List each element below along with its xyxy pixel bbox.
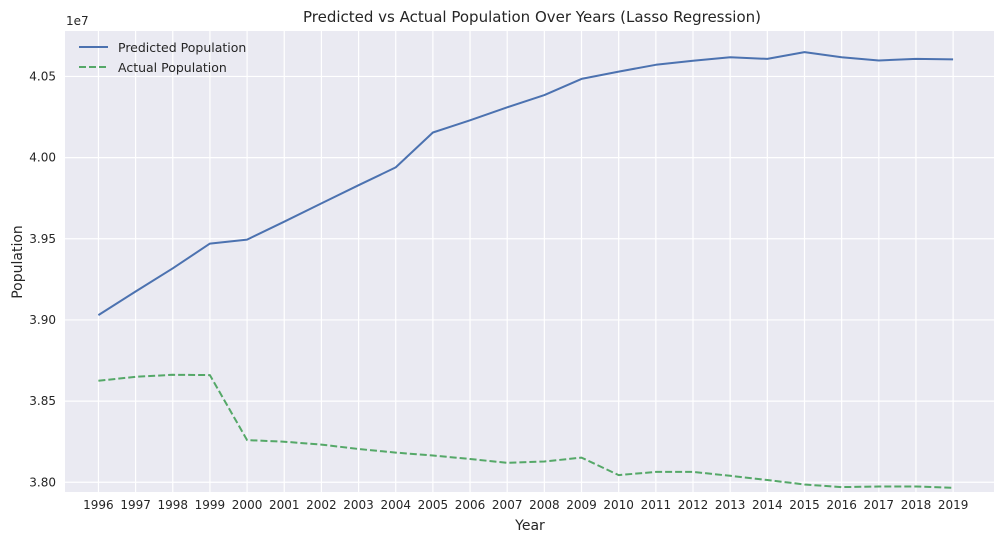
x-tick-label: 2009 [566,498,597,512]
y-tick-label: 3.95 [29,232,56,246]
x-tick-label: 2015 [789,498,820,512]
y-tick-label: 4.00 [29,151,56,165]
x-tick-label: 2000 [232,498,263,512]
x-tick-label: 1999 [195,498,226,512]
x-tick-label: 1997 [120,498,151,512]
x-tick-label: 2005 [418,498,449,512]
x-gridlines [97,31,954,492]
y-offset-label: 1e7 [66,14,89,28]
y-tick-label: 4.05 [29,69,56,83]
series-line-actual [98,373,954,489]
y-tick-label: 3.90 [29,313,56,327]
x-tick-labels: 1996 1997 1998 1999 2000 2001 2002 2003 2004 2005… [83,498,968,512]
x-axis-title: Year [514,518,545,534]
y-tick-labels: 3.80 3.85 3.90 3.95 4.00 4.05 [29,69,56,489]
y-axis-title: Population [10,225,26,299]
x-tick-label: 2011 [641,498,672,512]
x-tick-label: 2002 [306,498,337,512]
x-tick-label: 2006 [455,498,486,512]
x-tick-label: 2008 [529,498,560,512]
y-gridlines [65,75,994,483]
x-tick-label: 2019 [938,498,969,512]
x-tick-label: 2010 [603,498,634,512]
x-tick-label: 1998 [157,498,188,512]
y-tick-label: 3.85 [29,394,56,408]
x-tick-label: 2016 [826,498,857,512]
x-tick-label: 2014 [752,498,783,512]
x-tick-label: 1996 [83,498,114,512]
x-tick-label: 2003 [343,498,374,512]
x-tick-label: 2012 [678,498,709,512]
legend-label-actual: Actual Population [118,60,227,75]
x-tick-label: 2004 [380,498,411,512]
x-tick-label: 2013 [715,498,746,512]
chart-title: Predicted vs Actual Population Over Year… [303,8,761,26]
legend-label-predicted: Predicted Population [118,40,246,55]
x-tick-label: 2007 [492,498,523,512]
y-tick-label: 3.80 [29,475,56,489]
plot-area [65,31,994,492]
legend: Predicted Population Actual Population [79,40,246,75]
x-tick-label: 2001 [269,498,300,512]
x-tick-label: 2017 [864,498,895,512]
series-line-predicted [97,51,954,316]
x-tick-label: 2018 [901,498,932,512]
series-lines [97,51,954,489]
